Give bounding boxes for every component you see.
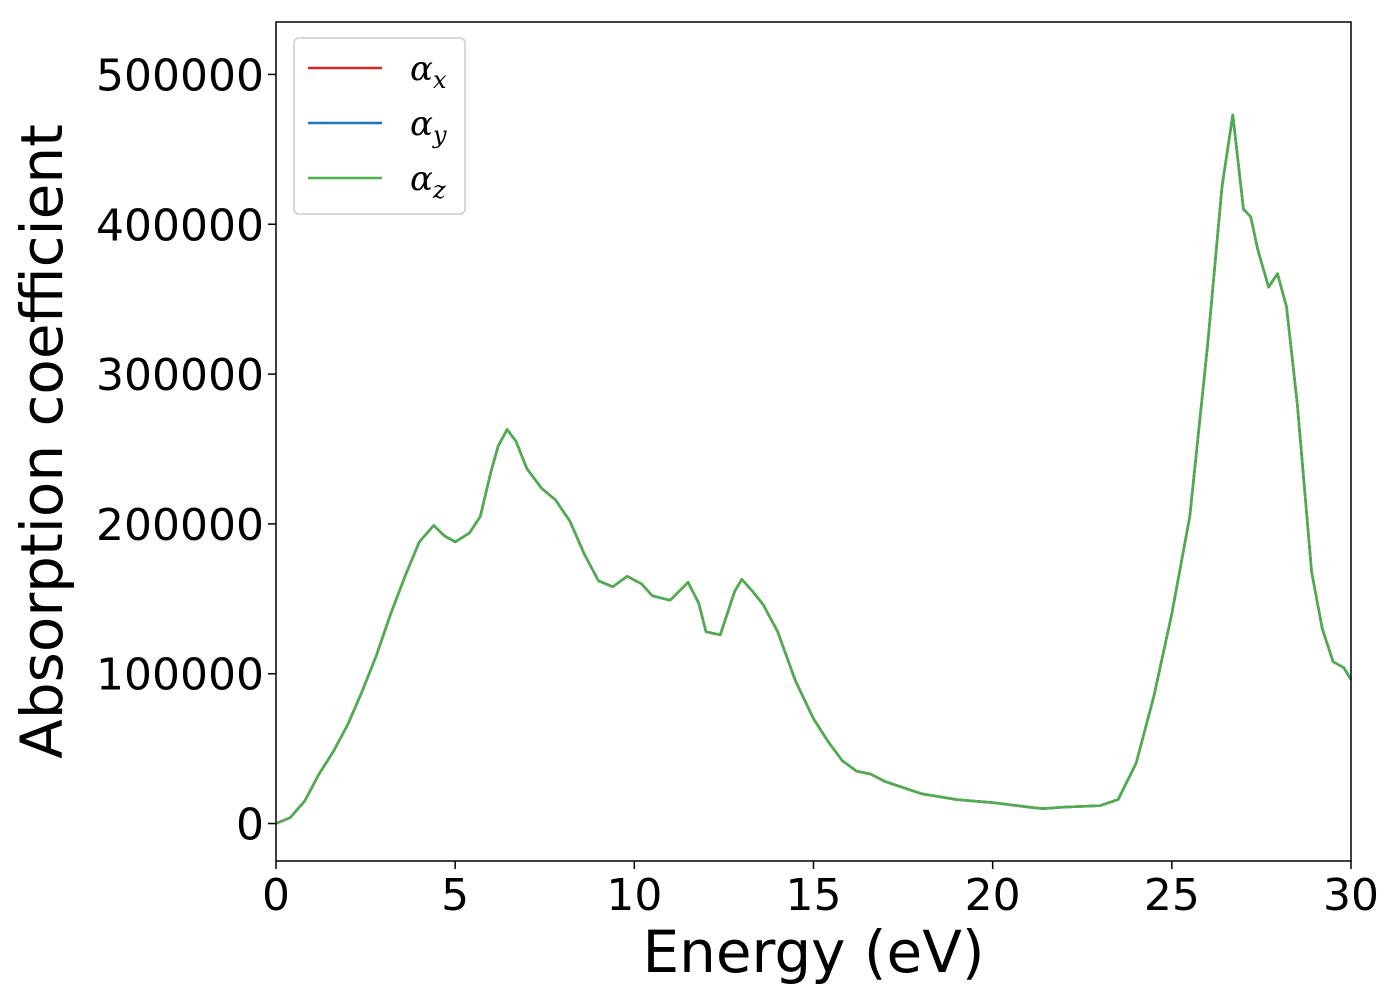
- legend-label: αz: [410, 159, 446, 204]
- y-tick-label: 300000: [96, 350, 264, 401]
- y-tick-label: 500000: [96, 50, 264, 101]
- y-tick-label: 400000: [96, 200, 264, 251]
- x-tick-label: 10: [606, 870, 662, 921]
- legend-subscript: z: [432, 176, 446, 204]
- x-tick-label: 5: [441, 870, 469, 921]
- legend-label: αx: [410, 49, 447, 94]
- series-line-3: [275, 113, 1353, 825]
- y-tick-label: 200000: [96, 500, 264, 551]
- legend-symbol: α: [410, 49, 433, 89]
- legend-box: [293, 37, 466, 215]
- y-axis-title: Absorption coefficient: [8, 124, 76, 759]
- x-tick-label: 30: [1323, 870, 1379, 921]
- legend-subscript: x: [433, 66, 447, 94]
- y-axis-ticks: 0 100000 200000 300000 400000 500000: [96, 50, 276, 851]
- legend-symbol: α: [410, 159, 433, 199]
- legend-subscript: y: [432, 121, 447, 149]
- x-axis-title: Energy (eV): [642, 918, 984, 986]
- y-tick-label: 0: [236, 800, 264, 851]
- x-tick-label: 25: [1144, 870, 1200, 921]
- x-tick-label: 20: [965, 870, 1021, 921]
- x-tick-label: 0: [262, 870, 290, 921]
- legend-label: αy: [410, 104, 447, 149]
- x-axis-ticks: 0 5 10 15 20 25 30: [262, 861, 1379, 921]
- y-tick-label: 100000: [96, 650, 264, 701]
- series-lines: [275, 113, 1353, 825]
- x-tick-label: 15: [786, 870, 842, 921]
- legend-symbol: α: [410, 104, 433, 144]
